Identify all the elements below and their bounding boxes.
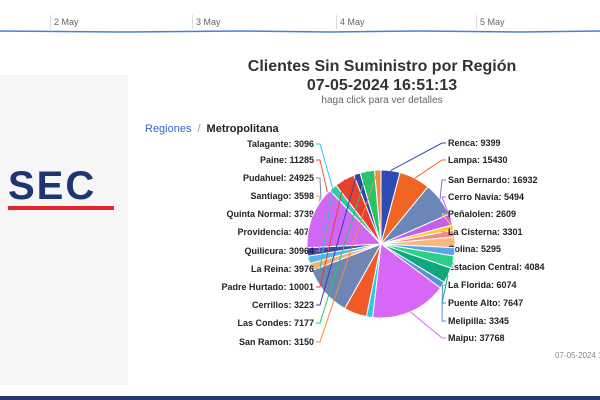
data-label: Pudahuel: 24925	[243, 173, 314, 183]
connector-line	[439, 179, 446, 200]
chart-title-line2: 07-05-2024 16:51:13	[306, 77, 458, 94]
data-label: Padre Hurtado: 10001	[221, 282, 314, 292]
data-label: San Bernardo: 16932	[448, 175, 538, 185]
connector-line	[441, 285, 446, 322]
data-label: Cerrillos: 3223	[252, 300, 314, 310]
data-label: Las Condes: 7177	[237, 318, 314, 328]
chart-title: Clientes Sin Suministro por Región 07-05…	[232, 57, 532, 95]
data-label: Lampa: 15430	[448, 155, 508, 165]
timeline-tick	[50, 15, 51, 29]
data-label: Estacion Central: 4084	[448, 262, 545, 272]
connector-line	[316, 179, 346, 288]
connector-line	[440, 213, 454, 228]
timeline-label: 3 May	[196, 17, 221, 27]
connector-line	[316, 187, 334, 270]
connector-line	[441, 231, 455, 234]
timeline-label: 5 May	[480, 17, 505, 27]
data-label: Talagante: 3096	[247, 139, 314, 149]
data-label: San Ramon: 3150	[239, 337, 314, 347]
data-label: Santiago: 3598	[250, 191, 314, 201]
timeline-series-line	[0, 30, 600, 33]
breadcrumb-link-regiones[interactable]: Regiones	[145, 123, 192, 135]
data-label: Peñalolen: 2609	[448, 209, 516, 219]
sec-logo-text: SEC	[8, 166, 96, 208]
data-label: Paine: 11285	[260, 155, 314, 165]
data-label: Cerro Navia: 5494	[448, 192, 524, 202]
breadcrumb: Regiones / Metropolitana	[145, 123, 279, 135]
pie-slice-san-ramon[interactable]	[373, 169, 382, 245]
connector-line	[441, 196, 452, 220]
data-label: Colina: 5295	[448, 244, 501, 254]
connector-line	[316, 169, 379, 343]
connector-line	[390, 142, 446, 172]
pie-slice-maipu[interactable]	[372, 243, 442, 319]
data-label: La Cisterna: 3301	[448, 227, 523, 237]
connector-line	[316, 173, 358, 306]
data-label: Melipilla: 3345	[448, 316, 509, 326]
timeline-label: 4 May	[340, 17, 365, 27]
timeline-tick	[336, 15, 337, 29]
data-label: La Florida: 6074	[448, 280, 517, 290]
timeline-tick	[476, 15, 477, 29]
timeline-label: 2 May	[54, 17, 79, 27]
data-label: Puente Alto: 7647	[448, 298, 523, 308]
connector-line	[414, 159, 446, 179]
sec-logo: SEC	[8, 166, 114, 210]
left-panel	[0, 75, 128, 385]
connector-line	[316, 171, 368, 324]
bottom-bar	[0, 396, 600, 400]
connector-line	[410, 311, 446, 339]
chart-title-line1: Clientes Sin Suministro por Región	[247, 58, 517, 75]
data-label: Quinta Normal: 3739	[226, 209, 314, 219]
data-label: Providencia: 4076	[237, 227, 314, 237]
chart-subtitle: haga click para ver detalles	[321, 95, 443, 106]
connector-line	[311, 216, 321, 252]
breadcrumb-current: Metropolitana	[206, 123, 279, 135]
timeline-navigator[interactable]: 2 May 3 May 4 May 5 May	[0, 0, 600, 40]
data-label: Quilicura: 30964	[244, 246, 314, 256]
footer-timestamp: 07-05-2024 1	[555, 351, 600, 360]
timeline-tick	[192, 15, 193, 29]
data-label: Maipu: 37768	[448, 333, 505, 343]
breadcrumb-separator: /	[197, 123, 201, 135]
data-label: La Reina: 3976	[251, 264, 314, 274]
data-label: Renca: 9399	[448, 138, 501, 148]
